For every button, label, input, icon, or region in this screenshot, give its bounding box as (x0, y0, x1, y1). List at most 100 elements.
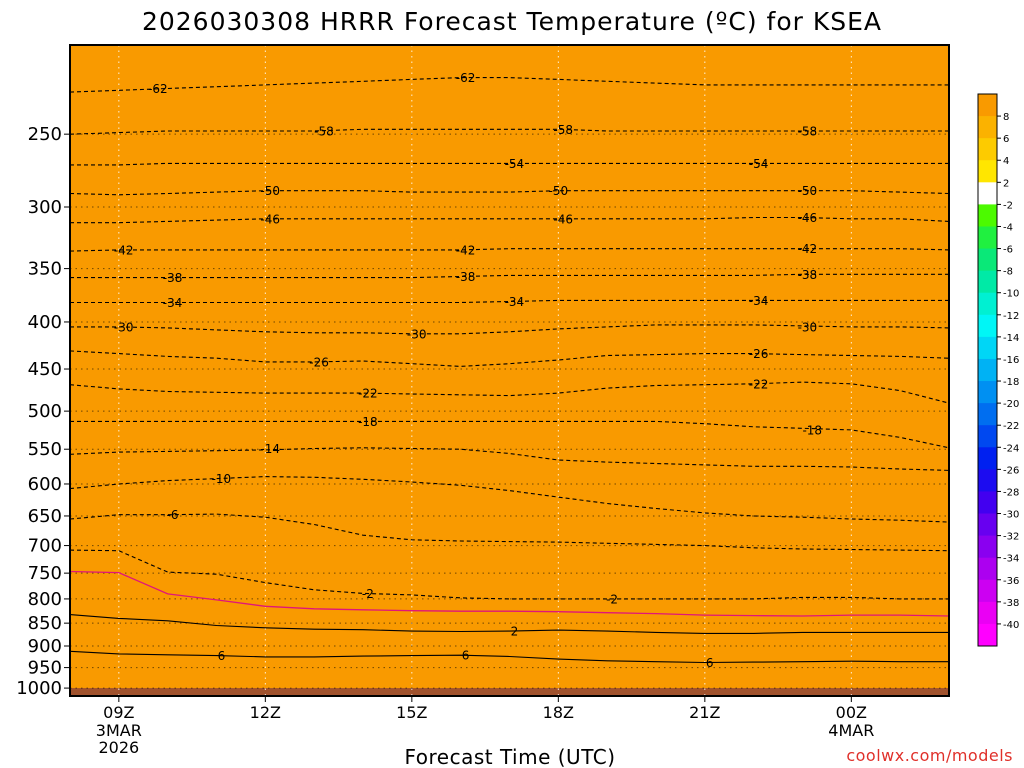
colorbar-swatch (978, 138, 997, 161)
contour-label-group: -38 (798, 268, 818, 282)
y-tick-label: 750 (28, 563, 62, 584)
contour-label-group: -42 (456, 243, 476, 257)
y-tick-label: 450 (28, 359, 62, 380)
contour-label: 6 (218, 649, 226, 663)
contour-label-group: -54 (749, 157, 769, 171)
contour-labels: -62-62-58 -58 -58-54 -54-50 -50 -50-46 -46 -46-… (114, 71, 822, 670)
contour-label-group: -50 (549, 184, 569, 198)
contour-label: -42 (114, 243, 134, 257)
x-tick-label: 15Z (396, 703, 427, 722)
colorbar-tick-label: -4 (1003, 222, 1013, 233)
y-tick-label: 500 (28, 401, 62, 422)
contour-label-group: -22 (358, 387, 378, 401)
x-tick-date-label: 3MAR (96, 721, 142, 740)
colorbar-swatch (978, 160, 997, 183)
contour-label: -14 (260, 442, 280, 456)
contour-label-group: -46 (798, 211, 818, 225)
contour-label: -18 (802, 423, 822, 437)
grid-lines (70, 45, 949, 696)
contour-label-group: 2 (511, 625, 519, 639)
temperature-fill-bands (70, 45, 949, 696)
x-axis-label: Forecast Time (UTC) (404, 745, 615, 768)
isotherm-line (70, 549, 949, 600)
contour-label-group: -46 (260, 212, 280, 226)
colorbar-swatch (978, 535, 997, 559)
contour-label-group: -50 (798, 184, 818, 198)
y-tick-label: 700 (28, 536, 62, 557)
colorbar-tick-label: -36 (1003, 576, 1019, 587)
y-tick-label: 900 (28, 636, 62, 657)
y-tick-label: 600 (28, 474, 62, 495)
contour-label: -58 (553, 123, 573, 137)
contour-label: -18 (358, 415, 378, 429)
credit-link[interactable]: coolwx.com/models (846, 746, 1013, 765)
contour-label: -46 (260, 212, 280, 226)
plot-frame (69, 44, 950, 697)
colorbar-swatch (978, 226, 997, 250)
contour-label: -34 (749, 294, 769, 308)
colorbar-tick-label: -8 (1003, 267, 1013, 278)
colorbar-swatch (978, 358, 997, 382)
y-tick-label: 800 (28, 589, 62, 610)
contour-label-group: 6 (462, 649, 470, 663)
colorbar-tick-label: -34 (1003, 554, 1019, 565)
contour-label-group: -14 (260, 442, 280, 456)
contour-label: -42 (456, 243, 476, 257)
contour-label: -2 (362, 587, 374, 601)
contour-label: -30 (114, 320, 134, 334)
colorbar-tick-label: -10 (1003, 289, 1019, 300)
contour-label-group: -6 (167, 508, 179, 522)
contour-label: -58 (314, 124, 334, 138)
colorbar-swatch (978, 491, 997, 515)
contour-label: -62 (456, 71, 476, 85)
contour-label: -54 (749, 157, 769, 171)
y-tick-label: 1000 (16, 678, 62, 699)
contour-label-group: -34 (505, 295, 525, 309)
colorbar-swatch (978, 94, 997, 117)
colorbar-tick-label: -16 (1003, 355, 1019, 366)
contour-label-group: -26 (309, 355, 329, 369)
contour-label: -34 (163, 296, 183, 310)
contour-label-group: 6 (218, 649, 226, 663)
freezing-level-line (70, 570, 949, 617)
x-tick-label: 09Z (103, 703, 134, 722)
contour-label-group: -2 (362, 587, 374, 601)
y-tick-label: 250 (28, 124, 62, 145)
contour-label-group: -46 (553, 212, 573, 226)
contour-label-group: -42 (114, 243, 134, 257)
colorbar-tick-label: -40 (1003, 620, 1019, 631)
colorbar-tick-label: -26 (1003, 465, 1019, 476)
contour-label: -6 (167, 508, 179, 522)
colorbar-swatch (978, 557, 997, 581)
contour-label: -50 (549, 184, 569, 198)
colorbar-tick-label: -24 (1003, 443, 1019, 454)
temperature-band (70, 45, 949, 689)
colorbar-swatch (978, 314, 997, 338)
chart-title: 2026030308 HRRR Forecast Temperature (ºC… (142, 7, 882, 36)
contour-label: -22 (749, 377, 769, 391)
colorbar-tick-label: -20 (1003, 399, 1019, 410)
contour-label: -46 (798, 211, 818, 225)
contour-label: -54 (505, 157, 525, 171)
x-tick-label: 12Z (250, 703, 281, 722)
contour-label-group: -34 (749, 294, 769, 308)
ground-fill (70, 688, 949, 696)
contour-label-group: -22 (749, 377, 769, 391)
colorbar-tick-label: -30 (1003, 510, 1019, 521)
contour-label-group: -26 (749, 347, 769, 361)
colorbar-frame (977, 93, 998, 647)
contour-label: -50 (260, 184, 280, 198)
contour-label-group: -50 (260, 184, 280, 198)
colorbar-swatch (978, 204, 997, 227)
x-tick-label: 18Z (543, 703, 574, 722)
contour-label-group: -62 (148, 82, 168, 96)
contour-label: -30 (798, 320, 818, 334)
x-tick-date-label: 2026 (98, 738, 139, 757)
contour-label: -26 (749, 347, 769, 361)
contour-label: -38 (456, 270, 476, 284)
colorbar-tick-label: -32 (1003, 532, 1019, 543)
pressure-axis: 2503003504004505005506006507007508008509… (16, 124, 70, 699)
contour-label-group: -62 (456, 71, 476, 85)
